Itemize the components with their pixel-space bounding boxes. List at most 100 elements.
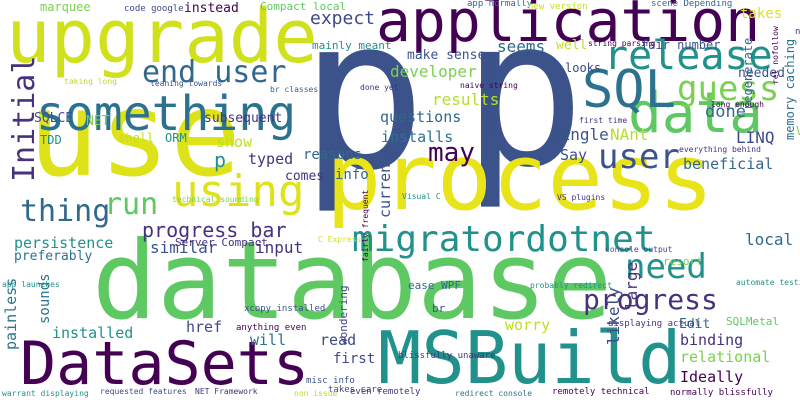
- cloud-word: done: [705, 102, 746, 122]
- cloud-word: first: [333, 351, 376, 367]
- cloud-word: warrant displaying: [2, 389, 89, 398]
- cloud-word: use: [28, 65, 242, 203]
- cloud-word: NET Framework: [195, 387, 258, 396]
- cloud-word: comes: [285, 169, 325, 184]
- cloud-word: LINQ: [736, 128, 775, 147]
- cloud-word: subsequent: [204, 111, 283, 126]
- cloud-word: taking long: [64, 77, 117, 86]
- cloud-word: string parsing: [588, 39, 656, 48]
- cloud-word: marquee: [40, 0, 91, 14]
- cloud-word: input: [255, 238, 304, 257]
- cloud-word: probably redirect: [530, 281, 612, 290]
- cloud-word: large: [622, 261, 641, 310]
- cloud-word: database: [92, 219, 613, 344]
- cloud-word: installed: [52, 324, 134, 342]
- cloud-word: progress bar: [142, 218, 287, 242]
- cloud-word: redirect console: [455, 389, 533, 398]
- cloud-word: instead: [184, 1, 239, 16]
- cloud-word: persistence: [14, 234, 114, 252]
- cloud-word: data: [628, 81, 763, 146]
- cloud-word: code google: [124, 4, 184, 14]
- cloud-word: resort: [663, 255, 703, 268]
- cloud-word: reasons: [303, 147, 363, 163]
- cloud-word: looks: [565, 61, 602, 75]
- cloud-word: SQL: [582, 60, 676, 120]
- cloud-word: run: [104, 187, 159, 222]
- cloud-word: installs: [381, 128, 454, 146]
- cloud-word: thing: [20, 194, 111, 229]
- cloud-word: SQLMetal: [726, 315, 779, 328]
- cloud-word: likely: [604, 287, 623, 345]
- cloud-word: shell: [118, 131, 155, 145]
- cloud-word: end user: [142, 55, 287, 90]
- cloud-word: memory caching: [783, 38, 797, 140]
- cloud-word: DataSets: [20, 329, 309, 399]
- cloud-word: release: [604, 33, 773, 79]
- cloud-word: anything even: [236, 323, 307, 333]
- cloud-word: program evolving: [484, 54, 493, 132]
- cloud-word: Edit: [679, 317, 711, 332]
- cloud-word: VS: [796, 124, 800, 138]
- cloud-word: binding: [680, 331, 744, 349]
- cloud-word: VS plugins: [557, 193, 606, 202]
- cloud-word: naive string: [460, 81, 518, 90]
- cloud-word: beneficial: [683, 155, 774, 173]
- cloud-word: automate testing: [736, 278, 800, 287]
- cloud-word: C Express: [318, 235, 362, 244]
- cloud-word: migratordotnet: [352, 219, 656, 260]
- cloud-word: progress: [583, 283, 718, 316]
- cloud-word: user: [598, 137, 680, 177]
- cloud-word: requested features: [100, 387, 187, 396]
- cloud-word: current: [376, 154, 394, 218]
- cloud-word: results: [432, 90, 500, 109]
- cloud-word: Compact local: [260, 0, 347, 13]
- cloud-word: local: [745, 230, 794, 249]
- cloud-word: remotely technical: [552, 387, 650, 397]
- cloud-word: guess: [677, 69, 780, 109]
- cloud-word: displaying actual: [608, 319, 701, 329]
- cloud-word: questions: [380, 108, 462, 126]
- cloud-word: long enough: [711, 100, 764, 109]
- cloud-word: MSBuild: [378, 316, 682, 400]
- cloud-word: upgrade: [6, 0, 318, 80]
- cloud-word: expect: [310, 8, 376, 29]
- cloud-word: p: [214, 148, 227, 172]
- cloud-word: fairly frequent: [361, 189, 370, 262]
- cloud-word: similar: [150, 238, 218, 257]
- cloud-word: app launches: [2, 280, 60, 289]
- cloud-word: rel nofollow: [771, 26, 780, 84]
- cloud-word: p: [300, 0, 427, 217]
- cloud-word: worry: [505, 316, 551, 334]
- cloud-word: href: [186, 318, 223, 336]
- cloud-word: ORM: [165, 131, 187, 145]
- cloud-word: SQLCE: [34, 111, 74, 126]
- cloud-word: Visual C: [402, 192, 441, 201]
- cloud-word: process: [326, 124, 714, 231]
- cloud-word: technical sounding: [172, 195, 259, 204]
- cloud-word: show: [216, 133, 253, 151]
- cloud-word: even remotely: [350, 387, 421, 397]
- cloud-word: need: [625, 247, 707, 287]
- cloud-word: NAnt: [610, 125, 649, 144]
- cloud-word: wondering: [337, 285, 350, 345]
- cloud-word: br: [432, 302, 446, 315]
- cloud-word: typed: [248, 150, 294, 168]
- cloud-word: xcopy installed: [244, 304, 326, 314]
- cloud-word: seems: [497, 37, 546, 56]
- cloud-word: done yet: [360, 83, 399, 92]
- cloud-word: using: [172, 166, 305, 217]
- cloud-word: something: [36, 86, 297, 142]
- cloud-word: blissfully unaware: [398, 351, 496, 361]
- cloud-word: mainly meant: [312, 39, 392, 52]
- cloud-word: leaning towards: [150, 79, 223, 88]
- cloud-word: TDD: [40, 133, 62, 147]
- cloud-word: Server Compact: [175, 236, 268, 249]
- cloud-word: Say: [560, 146, 588, 164]
- cloud-word: Single: [551, 125, 609, 144]
- cloud-word: non issue: [294, 389, 338, 398]
- cloud-word: may: [428, 138, 475, 168]
- cloud-word: will: [250, 331, 287, 349]
- cloud-word: well: [556, 38, 588, 53]
- cloud-word: read: [320, 331, 357, 349]
